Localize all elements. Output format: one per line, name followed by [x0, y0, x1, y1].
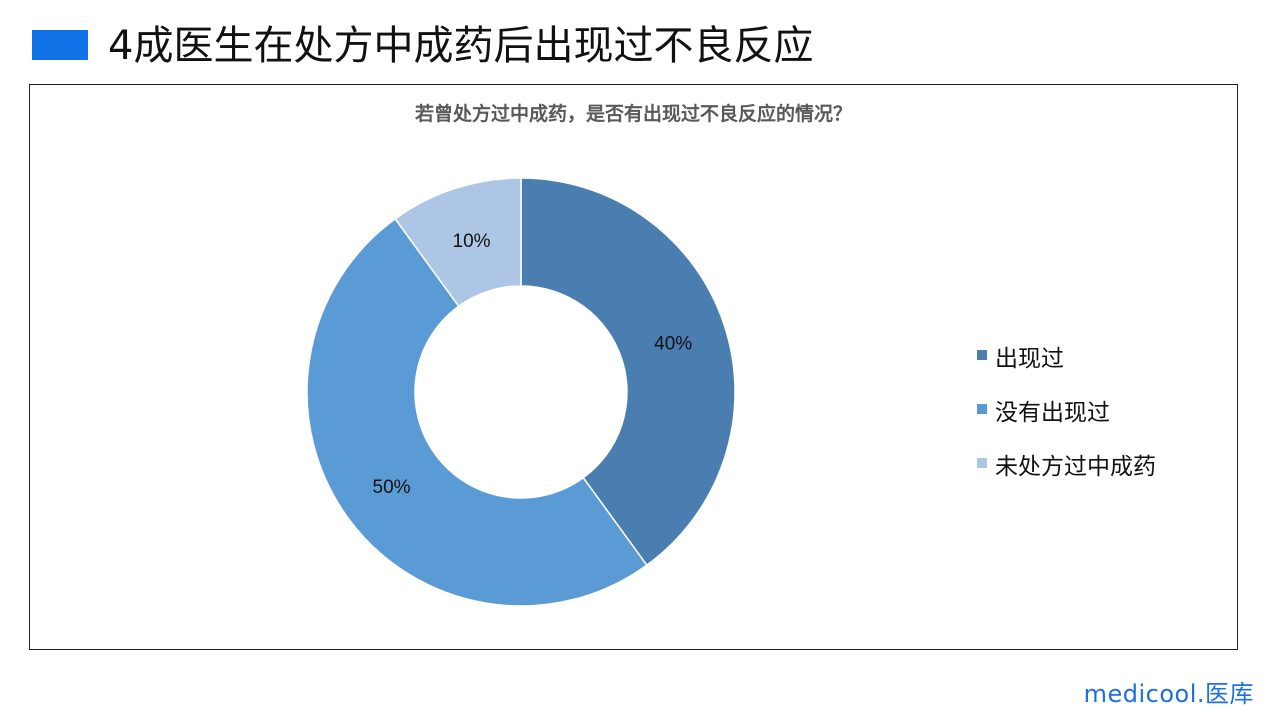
slice-data-label: 10% [453, 231, 491, 252]
legend-label: 出现过 [995, 346, 1064, 372]
donut-slice [394, 177, 522, 308]
slice-data-label: 50% [373, 477, 411, 498]
page-title: 4成医生在处方中成药后出现过不良反应 [108, 23, 814, 69]
legend-swatch [977, 350, 987, 360]
donut-slice [306, 217, 648, 607]
slice-data-label: 40% [654, 334, 692, 355]
chart-frame: 若曾处方过中成药，是否有出现过不良反应的情况？ 40% 50% 10% 出现过没有出… [29, 84, 1238, 650]
title-accent-bar [32, 30, 88, 60]
legend-swatch [977, 458, 987, 468]
brand-logo: medicool.医库 [1083, 680, 1254, 708]
legend-label: 没有出现过 [995, 400, 1110, 426]
chart-title: 若曾处方过中成药，是否有出现过不良反应的情况？ [414, 103, 852, 125]
legend-swatch [977, 404, 987, 414]
legend-label: 未处方过中成药 [995, 454, 1156, 480]
donut-chart: 40% 50% 10% [306, 177, 736, 607]
donut-slice [520, 177, 736, 567]
